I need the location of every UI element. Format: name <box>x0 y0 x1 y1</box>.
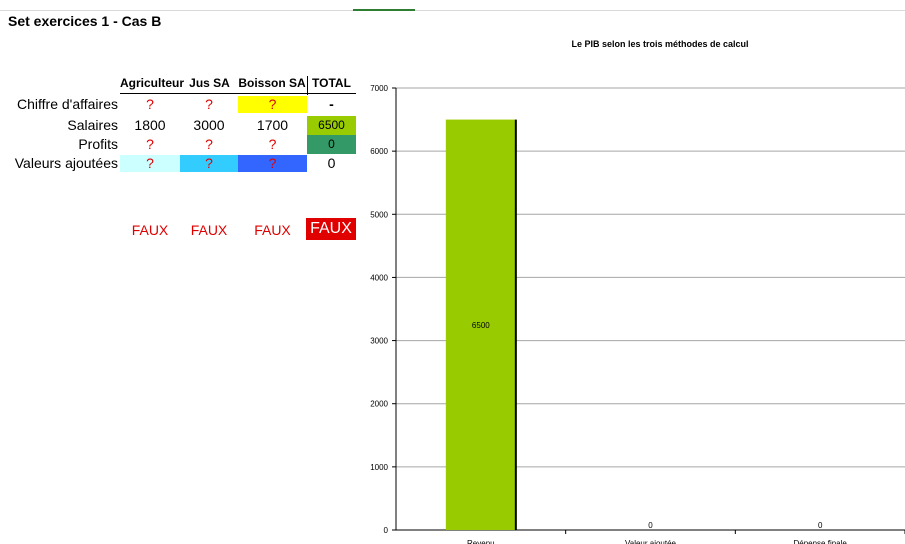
y-tick-label-7000: 7000 <box>370 84 388 93</box>
x-tick-label-0: Revenu <box>467 539 495 544</box>
row-label-valeurs-ajoutees: Valeurs ajoutées <box>14 155 118 171</box>
column-header-boisson-sa[interactable]: Boisson SA <box>238 76 306 90</box>
y-tick-label-3000: 3000 <box>370 337 388 346</box>
cell-ca-jus-sa[interactable]: ? <box>205 96 213 112</box>
cell-va-jus-sa[interactable]: ? <box>180 155 238 172</box>
row-label-salaires: Salaires <box>67 117 118 133</box>
cell-ca-boisson-sa[interactable]: ? <box>238 96 307 113</box>
x-tick-label-2: Dépense finale <box>793 539 847 544</box>
bar-0 <box>445 119 516 531</box>
cell-profits-agriculteur[interactable]: ? <box>146 136 154 152</box>
y-tick-label-5000: 5000 <box>370 210 388 219</box>
cell-va-total[interactable]: 0 <box>327 155 336 171</box>
cell-profits-boisson-sa[interactable]: ? <box>268 136 277 152</box>
total-column-divider <box>307 76 308 95</box>
sheet-top-border <box>0 10 905 11</box>
cell-ca-agriculteur[interactable]: ? <box>146 96 154 112</box>
y-tick-label-0: 0 <box>384 526 389 535</box>
y-tick-label-1000: 1000 <box>370 463 388 472</box>
data-label-1: 0 <box>648 521 653 530</box>
check-jus-sa[interactable]: FAUX <box>190 222 228 238</box>
data-label-2: 0 <box>818 521 823 530</box>
y-tick-label-2000: 2000 <box>370 400 388 409</box>
cell-salaires-agriculteur[interactable]: 1800 <box>134 117 166 133</box>
cell-va-agriculteur[interactable]: ? <box>120 155 180 172</box>
sheet-title: Set exercices 1 - Cas B <box>8 13 162 29</box>
header-underline <box>120 93 356 94</box>
cell-salaires-total[interactable]: 6500 <box>307 116 356 135</box>
y-tick-label-4000: 4000 <box>370 273 388 282</box>
check-total[interactable]: FAUX <box>306 218 356 240</box>
chart-title: Le PIB selon les trois méthodes de calcu… <box>571 39 749 49</box>
pib-bar-chart[interactable]: 0 1000 2000 3000 4000 5000 6000 7000 Revenu 6500 V… <box>360 30 905 544</box>
check-agriculteur[interactable]: FAUX <box>131 222 169 238</box>
selected-tab-indicator <box>353 9 415 11</box>
check-boisson-sa[interactable]: FAUX <box>254 222 291 238</box>
cell-profits-total[interactable]: 0 <box>307 135 356 154</box>
row-label-profits: Profits <box>78 136 118 152</box>
y-tick-label-6000: 6000 <box>370 147 388 156</box>
cell-salaires-jus-sa[interactable]: 3000 <box>193 117 225 133</box>
column-header-agriculteur[interactable]: Agriculteur <box>120 76 185 90</box>
cell-va-boisson-sa[interactable]: ? <box>238 155 307 172</box>
x-tick-label-1: Valeur ajoutée <box>625 539 677 544</box>
column-header-jus-sa[interactable]: Jus SA <box>189 76 230 90</box>
column-header-total[interactable]: TOTAL <box>312 76 351 90</box>
cell-salaires-boisson-sa[interactable]: 1700 <box>256 117 289 133</box>
cell-ca-total[interactable]: - <box>329 96 334 112</box>
cell-profits-jus-sa[interactable]: ? <box>205 136 213 152</box>
data-label-0: 6500 <box>472 321 490 330</box>
row-label-chiffre-affaires: Chiffre d'affaires <box>17 96 118 112</box>
